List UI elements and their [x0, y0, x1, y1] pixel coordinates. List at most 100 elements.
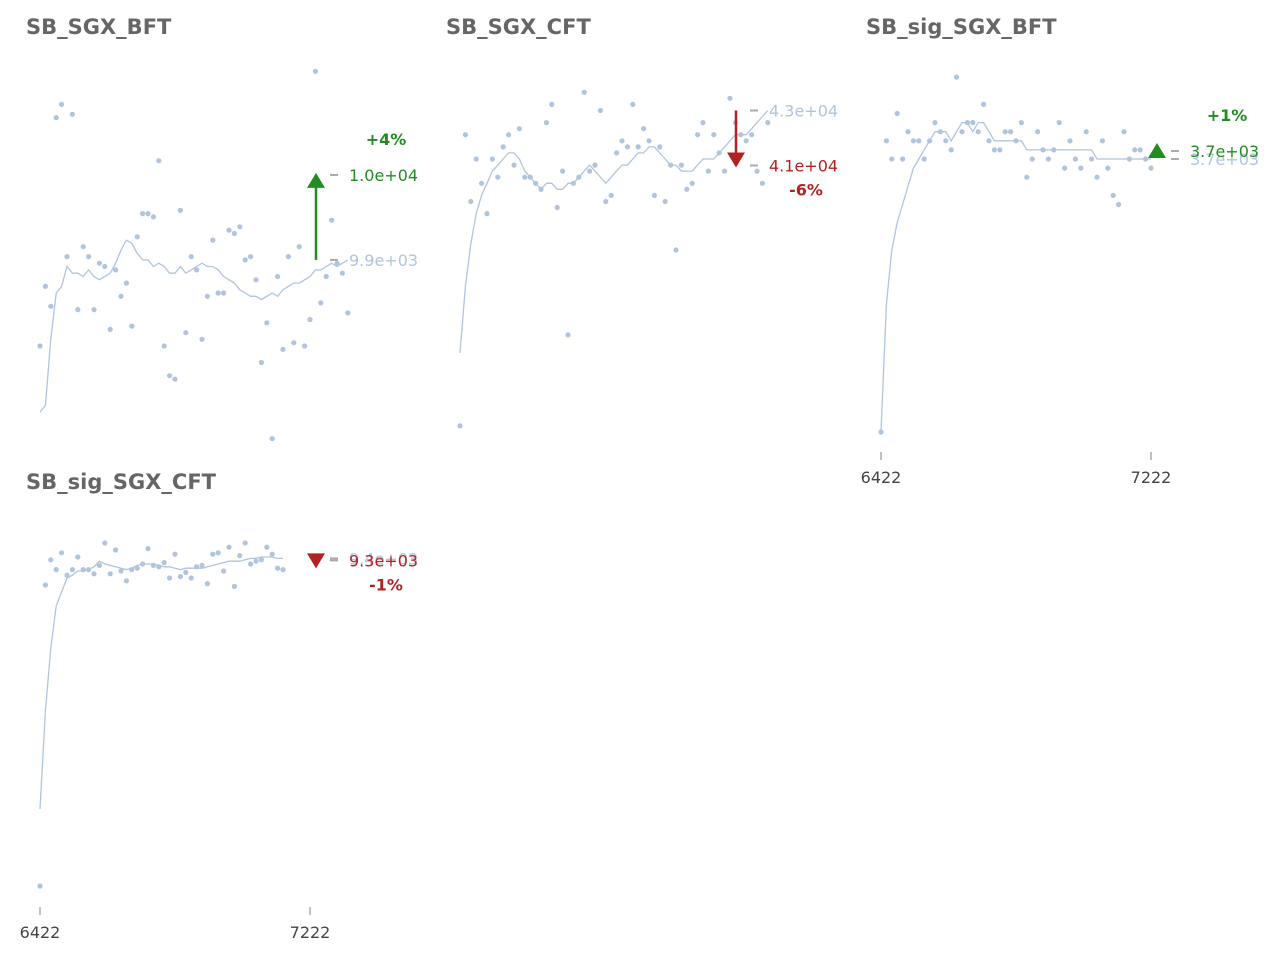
data-point	[75, 554, 81, 560]
data-point	[231, 583, 237, 590]
data-point	[516, 126, 523, 132]
data-point	[113, 267, 119, 273]
data-point	[1110, 192, 1116, 198]
data-point	[473, 156, 479, 162]
data-point	[889, 156, 895, 162]
change-percent-label: +4%	[366, 130, 407, 149]
data-point	[905, 129, 911, 135]
data-point	[997, 147, 1003, 153]
data-point	[134, 234, 140, 240]
data-point	[1035, 129, 1041, 135]
data-point	[1018, 120, 1024, 126]
panel-title: SB_SGX_CFT	[446, 15, 591, 39]
data-point	[296, 244, 302, 250]
data-point	[145, 211, 151, 217]
data-point	[1029, 156, 1035, 162]
data-point	[1056, 120, 1062, 126]
data-point	[937, 129, 944, 135]
data-point	[570, 180, 577, 186]
data-point	[118, 568, 124, 574]
data-point	[635, 144, 641, 150]
data-point	[954, 74, 960, 80]
trend-line	[39, 556, 283, 810]
data-point	[102, 263, 108, 270]
data-point	[684, 186, 690, 192]
data-point	[921, 156, 927, 162]
data-point	[323, 273, 329, 280]
data-point	[1083, 129, 1089, 135]
data-point	[565, 332, 571, 338]
data-point	[1013, 138, 1019, 144]
data-point	[1051, 147, 1057, 153]
data-point	[59, 550, 65, 556]
data-point	[48, 557, 54, 563]
data-point	[614, 150, 620, 156]
data-point	[948, 147, 954, 153]
data-point	[188, 254, 194, 260]
data-point	[172, 551, 178, 557]
data-point	[1116, 201, 1122, 208]
data-point	[188, 575, 194, 581]
data-point	[123, 578, 129, 584]
change-marker	[307, 553, 325, 569]
data-point	[156, 564, 162, 570]
end-value-label: 9.3e+03	[349, 551, 418, 570]
data-point	[69, 111, 75, 117]
data-point	[554, 204, 560, 211]
data-point	[156, 158, 162, 164]
data-point	[64, 254, 70, 260]
data-point	[80, 244, 86, 250]
data-point	[722, 168, 728, 174]
data-point	[749, 132, 755, 138]
panel-title: SB_SGX_BFT	[26, 15, 172, 39]
data-point	[48, 303, 54, 309]
data-point	[543, 120, 550, 126]
data-point	[1040, 147, 1046, 153]
change-arrow-head	[307, 172, 325, 188]
end-value-label: 1.0e+04	[349, 166, 418, 185]
data-point	[727, 95, 733, 101]
data-point	[462, 132, 468, 138]
data-point	[102, 540, 108, 546]
data-point	[264, 544, 270, 550]
data-point	[597, 107, 604, 114]
data-point	[107, 571, 113, 577]
change-arrow-head	[727, 152, 745, 168]
data-point	[226, 227, 232, 233]
panel-4: SB_sig_SGX_CFT 9.4e+039.3e+03 -1% 6422 7222	[20, 470, 418, 942]
data-point	[204, 581, 210, 587]
data-point	[91, 571, 97, 577]
data-point	[231, 230, 237, 237]
data-point	[86, 254, 92, 260]
data-point	[1078, 165, 1084, 171]
data-point	[69, 567, 75, 573]
data-point	[1105, 165, 1111, 171]
data-point	[269, 551, 275, 557]
data-point	[345, 310, 351, 316]
panel-1: SB_SGX_BFT 9.9e+03 1.0e+04 +4%	[26, 15, 418, 442]
data-point	[511, 162, 517, 168]
data-point	[986, 138, 992, 144]
data-point	[145, 546, 151, 552]
data-point	[167, 373, 173, 379]
data-point	[608, 192, 614, 198]
data-point	[630, 101, 636, 107]
data-point	[484, 211, 490, 217]
data-point	[253, 558, 259, 564]
data-point	[275, 565, 281, 571]
data-point	[916, 138, 922, 144]
data-point	[700, 120, 706, 126]
data-point	[226, 544, 232, 550]
data-point	[527, 174, 533, 180]
data-point	[743, 138, 749, 144]
data-point	[624, 144, 631, 150]
data-point	[927, 138, 933, 144]
data-point	[1137, 147, 1143, 153]
data-point	[53, 115, 59, 121]
data-point	[37, 883, 43, 889]
data-point	[883, 138, 890, 144]
data-point	[1067, 138, 1073, 144]
change-percent-label: -6%	[789, 180, 823, 199]
panel-2: SB_SGX_CFT 4.3e+04 4.1e+04 -6%	[446, 15, 838, 429]
